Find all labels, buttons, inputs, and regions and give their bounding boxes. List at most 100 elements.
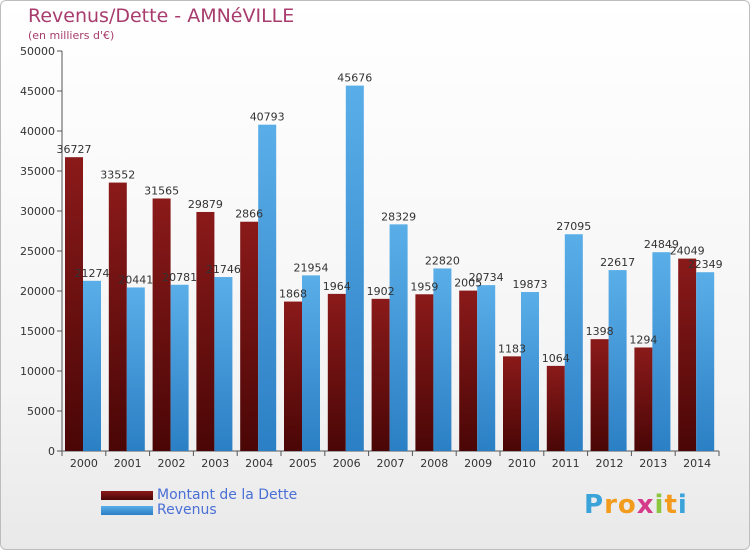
bar-dette bbox=[546, 365, 565, 451]
bar-dette bbox=[327, 293, 346, 451]
data-label-dette: 1964 bbox=[323, 280, 351, 293]
data-label-revenus: 20734 bbox=[469, 271, 504, 284]
bar-revenus bbox=[214, 277, 233, 451]
data-label-dette: 1959 bbox=[410, 280, 438, 293]
data-label-revenus: 19873 bbox=[513, 278, 548, 291]
bar-revenus bbox=[477, 285, 496, 451]
data-label-revenus: 24849 bbox=[644, 238, 679, 251]
y-tick-label: 0 bbox=[48, 445, 55, 458]
x-tick-label: 2008 bbox=[420, 457, 448, 470]
data-label-revenus: 45676 bbox=[337, 72, 372, 85]
x-tick-label: 2012 bbox=[596, 457, 624, 470]
bar-dette bbox=[415, 294, 434, 451]
bar-revenus bbox=[521, 292, 539, 451]
bar-dette bbox=[459, 290, 478, 451]
bar-dette bbox=[503, 356, 521, 451]
y-tick-label: 15000 bbox=[20, 325, 55, 338]
data-label-dette: 1902 bbox=[367, 285, 395, 298]
legend-item-revenus: Revenus bbox=[101, 502, 217, 518]
x-tick-label: 2009 bbox=[464, 457, 492, 470]
data-label-revenus: 22349 bbox=[688, 258, 723, 271]
legend-label-dette: Montant de la Dette bbox=[157, 487, 298, 503]
bar-dette bbox=[371, 298, 390, 451]
data-label-revenus: 20781 bbox=[162, 271, 197, 284]
data-label-dette: 29879 bbox=[188, 198, 223, 211]
legend-label-revenus: Revenus bbox=[157, 502, 217, 518]
bar-dette bbox=[678, 258, 697, 451]
bar-dette bbox=[284, 301, 302, 451]
bar-revenus bbox=[126, 287, 145, 451]
data-label-revenus: 20441 bbox=[118, 273, 153, 286]
bar-revenus bbox=[608, 270, 627, 451]
data-label-dette: 1398 bbox=[586, 325, 614, 338]
logo-letter: r bbox=[604, 490, 618, 520]
y-tick-label: 10000 bbox=[20, 365, 55, 378]
bar-dette bbox=[634, 347, 653, 451]
data-label-dette: 1183 bbox=[498, 342, 526, 355]
x-tick-label: 2014 bbox=[683, 457, 711, 470]
data-label-dette: 33552 bbox=[100, 169, 135, 182]
y-tick-label: 45000 bbox=[20, 85, 55, 98]
x-tick-label: 2005 bbox=[289, 457, 317, 470]
bar-dette bbox=[152, 198, 171, 451]
bar-dette bbox=[196, 211, 215, 451]
bar-revenus bbox=[389, 224, 408, 451]
bar-revenus bbox=[345, 85, 364, 451]
legend-swatch-revenus bbox=[101, 505, 153, 515]
logo-letter: x bbox=[636, 490, 655, 520]
chart-subtitle: (en milliers d'€) bbox=[28, 29, 115, 42]
x-tick-label: 2001 bbox=[114, 457, 142, 470]
data-label-revenus: 21746 bbox=[206, 263, 241, 276]
data-label-revenus: 28329 bbox=[381, 210, 416, 223]
proxiti-logo: Proxiti bbox=[584, 490, 688, 520]
data-label-dette: 2866 bbox=[235, 208, 263, 221]
legend-swatch-dette bbox=[101, 490, 153, 500]
chart-title: Revenus/Dette - AMNéVILLE bbox=[28, 5, 295, 27]
bar-revenus bbox=[83, 280, 101, 451]
x-tick-label: 2006 bbox=[333, 457, 361, 470]
bar-revenus bbox=[433, 268, 452, 451]
x-tick-label: 2011 bbox=[552, 457, 580, 470]
data-label-revenus: 22617 bbox=[600, 256, 635, 269]
data-label-revenus: 40793 bbox=[250, 111, 285, 124]
x-tick-label: 2000 bbox=[70, 457, 98, 470]
y-tick-label: 40000 bbox=[20, 125, 55, 138]
x-tick-label: 2007 bbox=[377, 457, 405, 470]
bar-revenus bbox=[564, 234, 583, 451]
logo-letter: i bbox=[677, 490, 688, 520]
data-label-dette: 36727 bbox=[57, 143, 92, 156]
data-label-revenus: 21954 bbox=[294, 261, 329, 274]
bar-dette bbox=[590, 339, 609, 451]
data-label-dette: 31565 bbox=[144, 184, 179, 197]
bar-dette bbox=[65, 157, 83, 451]
x-tick-label: 2004 bbox=[245, 457, 273, 470]
logo-letter: P bbox=[584, 490, 605, 520]
bars bbox=[65, 85, 715, 452]
y-tick-label: 25000 bbox=[20, 245, 55, 258]
data-label-dette: 1868 bbox=[279, 288, 307, 301]
logo-letter: o bbox=[617, 490, 637, 520]
bar-revenus bbox=[170, 284, 189, 451]
x-tick-label: 2010 bbox=[508, 457, 536, 470]
y-tick-label: 5000 bbox=[27, 405, 55, 418]
data-label-dette: 1294 bbox=[629, 333, 657, 346]
logo-letter: t bbox=[664, 490, 678, 520]
bar-dette bbox=[108, 182, 127, 452]
y-tick-label: 50000 bbox=[20, 45, 55, 58]
bar-revenus bbox=[652, 252, 671, 451]
data-label-dette: 24049 bbox=[670, 245, 705, 258]
data-label-dette: 2005 bbox=[454, 277, 482, 290]
bar-revenus bbox=[258, 124, 277, 451]
data-label-revenus: 21274 bbox=[75, 267, 110, 280]
data-label-dette: 1064 bbox=[542, 352, 570, 365]
legend-item-dette: Montant de la Dette bbox=[101, 487, 297, 503]
bar-revenus bbox=[302, 275, 320, 451]
bar-revenus bbox=[696, 272, 715, 451]
data-labels: 36727 33552 31565 29879 2866 1868 1964 1902 1959… bbox=[57, 72, 723, 365]
bar-dette bbox=[240, 221, 259, 451]
y-tick-label: 30000 bbox=[20, 205, 55, 218]
x-tick-label: 2002 bbox=[158, 457, 186, 470]
y-tick-label: 20000 bbox=[20, 285, 55, 298]
